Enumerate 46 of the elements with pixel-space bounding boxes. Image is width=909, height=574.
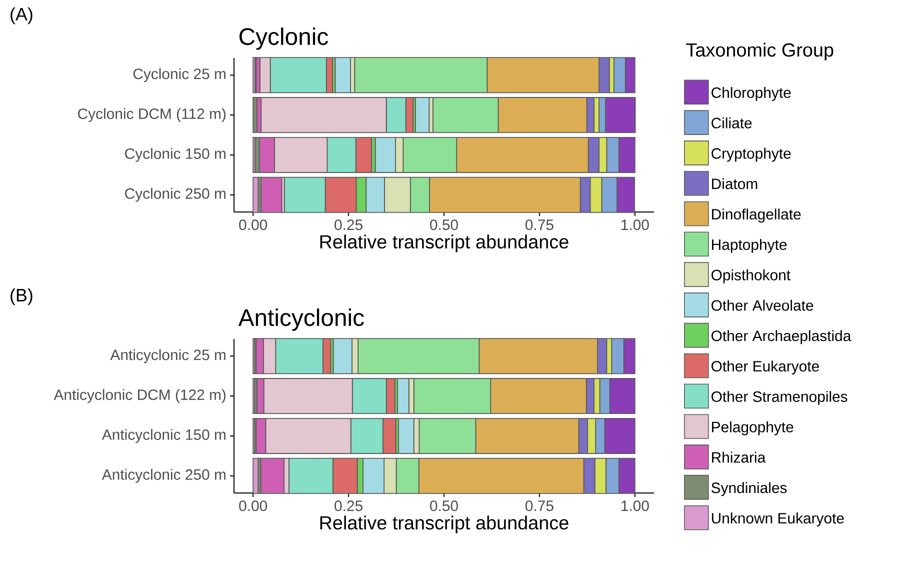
y-tick-label: Anticyclonic 25 m	[110, 349, 226, 364]
x-axis-title: Relative transcript abundance	[320, 516, 568, 534]
bar	[260, 176, 282, 213]
y-tick-label: Anticyclonic DCM (122 m)	[54, 389, 226, 404]
legend-label: Rhizaria	[712, 452, 766, 463]
chart-title: Anticyclonic	[238, 308, 364, 331]
legend-label: Opisthokont	[712, 269, 790, 284]
legend-title: Taxonomic Group	[686, 42, 834, 60]
x-axis-title: Relative transcript abundance	[320, 234, 568, 252]
y-tick-label: Cyclonic 25 m	[133, 68, 226, 82]
x-tick-label: 0.25	[334, 500, 362, 512]
x-tick-label: 0.75	[525, 500, 554, 512]
bar	[252, 97, 258, 134]
legend-label: Chlorophyte	[712, 87, 791, 101]
y-tick-label: Cyclonic DCM (112 m)	[78, 108, 226, 122]
legend-label: Other Archaeplastida	[712, 330, 852, 344]
x-tick-label: 1.00	[622, 220, 649, 230]
bar	[252, 176, 259, 213]
legend-label: Unknown Eukaryote	[712, 512, 844, 526]
y-tick-label: Anticyclonic 250 m	[102, 468, 226, 483]
bar	[252, 458, 259, 494]
y-tick-label: Anticyclonic 150 m	[102, 428, 226, 443]
bar	[334, 57, 351, 94]
legend-label: Other Stramenopiles	[712, 390, 848, 405]
legend-label: Other Alveolate	[712, 300, 814, 311]
legend-label: Dinoflagellate	[712, 208, 801, 223]
legend-label: Cryptophyte	[712, 148, 791, 162]
bar	[414, 97, 430, 134]
text: (A)	[10, 7, 32, 24]
y-tick-label: Cyclonic 150 m	[125, 148, 226, 162]
legend-label: Ciliate	[712, 117, 752, 128]
chart-title: Cyclonic	[240, 28, 328, 50]
x-tick-label: 0.00	[239, 500, 268, 512]
legend-label: Pelagophyte	[712, 421, 794, 436]
x-tick-label: 0.75	[525, 220, 554, 230]
text: (B)	[10, 288, 32, 306]
y-tick-label: Cyclonic 250 m	[125, 188, 226, 202]
x-tick-label: 0.00	[239, 220, 268, 230]
legend-label: Diatom	[712, 178, 758, 190]
x-tick-label: 1.00	[622, 500, 649, 512]
legend-label: Other Eukaryote	[712, 360, 819, 374]
legend-label: Syndiniales	[711, 482, 787, 496]
x-tick-label: 0.50	[430, 220, 458, 230]
legend-label: Haptophyte	[712, 238, 787, 253]
x-tick-label: 0.25	[334, 220, 362, 230]
x-tick-label: 0.50	[430, 500, 458, 512]
